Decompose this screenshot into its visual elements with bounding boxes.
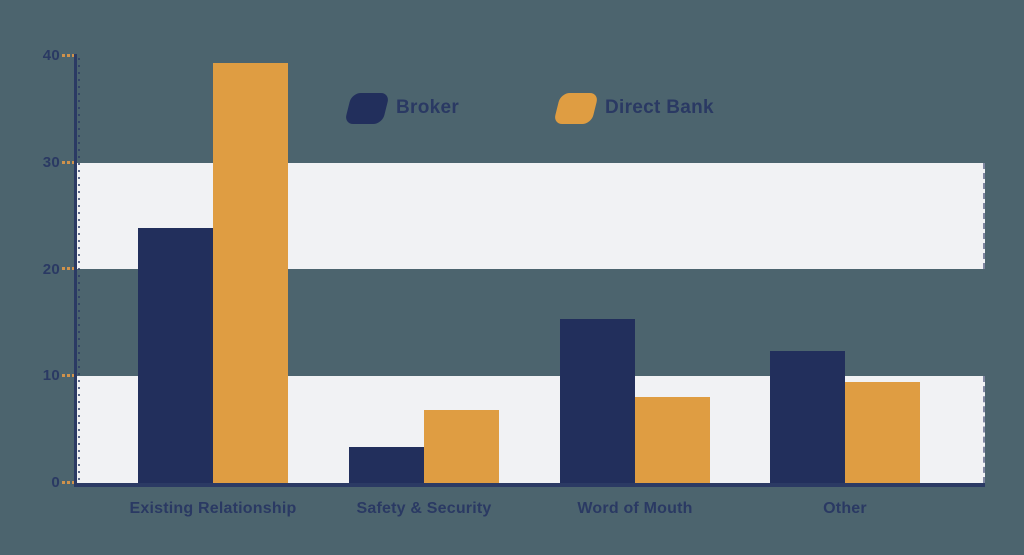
y-tick-label-20: 20: [42, 261, 60, 278]
y-tick-mark-0: [62, 481, 76, 484]
bar-direct-bank-existing-relationship: [213, 63, 288, 483]
y-tick-mark-10: [62, 374, 76, 377]
legend-swatch-direct-bank: [553, 92, 599, 124]
category-label-other: Other: [823, 500, 867, 517]
bar-direct-bank-other: [845, 382, 920, 483]
x-axis-line: [74, 483, 985, 487]
y-tick-label-40: 40: [42, 47, 60, 64]
legend-label-direct-bank: Direct Bank: [605, 97, 714, 118]
y-tick-mark-30: [62, 161, 76, 164]
legend-label-broker: Broker: [396, 97, 460, 118]
legend-swatch-broker: [344, 92, 390, 124]
y-tick-label-0: 0: [51, 474, 60, 491]
bar-broker-other: [770, 351, 845, 483]
category-label-existing-relationship: Existing Relationship: [129, 500, 297, 517]
y-tick-label-10: 10: [42, 367, 60, 384]
bar-direct-bank-word-of-mouth: [635, 397, 710, 483]
y-tick-label-30: 30: [42, 154, 60, 171]
category-label-word-of-mouth: Word of Mouth: [577, 500, 693, 517]
bar-broker-safety-security: [349, 447, 424, 483]
y-axis-line: [74, 54, 77, 483]
bar-broker-word-of-mouth: [560, 319, 635, 483]
legend-item-broker: Broker: [344, 90, 460, 126]
bar-direct-bank-safety-security: [424, 410, 499, 483]
bar-broker-existing-relationship: [138, 228, 213, 483]
y-tick-mark-20: [62, 267, 76, 270]
y-tick-mark-40: [62, 54, 76, 57]
y-axis-minor-ticks: [78, 58, 80, 481]
legend-item-direct-bank: Direct Bank: [553, 90, 714, 126]
category-label-safety-security: Safety & Security: [356, 500, 492, 517]
